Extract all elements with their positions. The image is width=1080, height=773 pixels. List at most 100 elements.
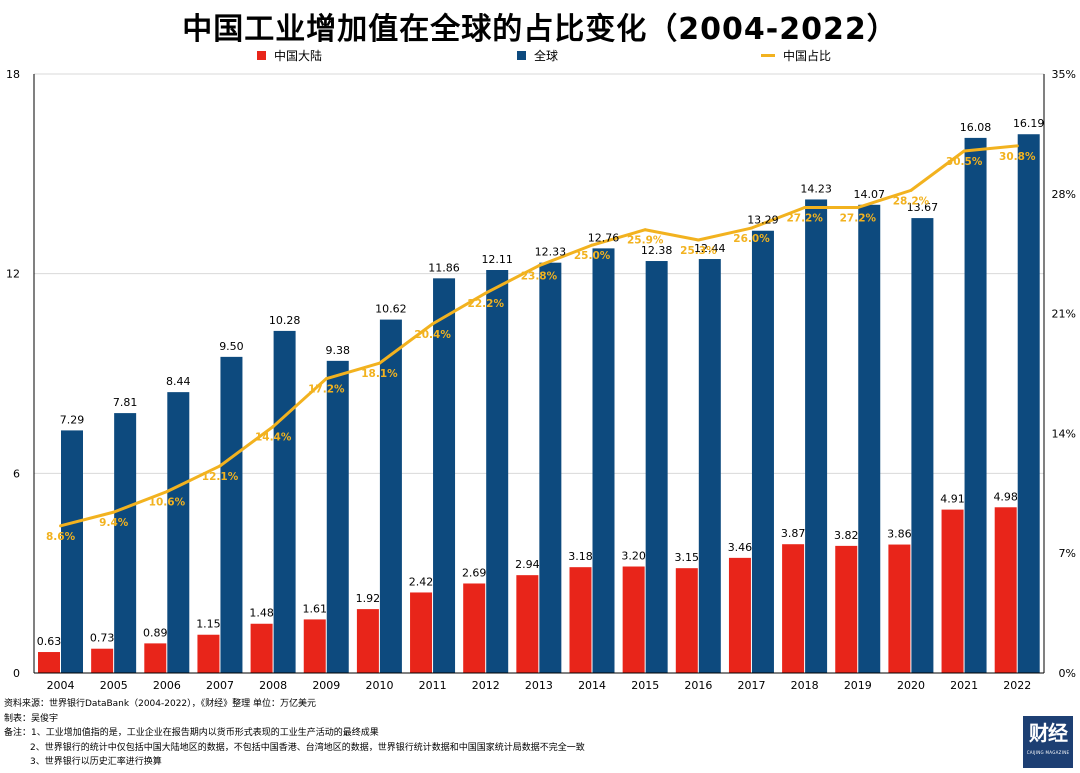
bar-label-china: 4.98 (993, 490, 1018, 503)
bar-world (805, 199, 828, 674)
bar-china (516, 575, 539, 673)
footer-maker: 制表：吴俊宇 (4, 713, 59, 724)
y-left-tick-label: 12 (6, 268, 20, 281)
bar-china (303, 619, 326, 673)
x-tick-label: 2014 (578, 679, 606, 692)
share-label: 10.6% (149, 497, 186, 509)
share-label: 20.4% (414, 329, 451, 341)
share-label: 9.4% (99, 517, 129, 529)
chart-title: 中国工业增加值在全球的占比变化（2004-2022） (182, 12, 898, 47)
bar-world (220, 356, 243, 673)
bar-label-china: 2.42 (409, 575, 434, 588)
footer-note-2: 2、世界银行的统计中仅包括中国大陆地区的数据，不包括中国香港、台湾地区的数据，世… (30, 742, 585, 753)
bar-label-china: 3.82 (834, 529, 859, 542)
bar-world (911, 218, 934, 673)
share-label: 30.5% (946, 156, 983, 168)
bar-label-world: 11.86 (428, 261, 460, 274)
bar-label-world: 13.29 (747, 214, 779, 227)
bar-china (622, 566, 645, 673)
legend-label-world: 全球 (534, 49, 559, 63)
x-tick-label: 2015 (631, 679, 659, 692)
bar-world (1017, 134, 1040, 673)
y-right-tick-label: 7% (1059, 547, 1076, 560)
bar-label-world: 9.50 (219, 340, 244, 353)
share-label: 25.0% (574, 250, 611, 262)
share-point (218, 464, 222, 468)
share-label: 17.2% (308, 384, 345, 396)
axes: 0 6 12 18 0% 7% 14% 21% 28% 35% 2004 2005 2006 2007 20… (6, 68, 1076, 692)
y-left-tick-label: 0 (13, 667, 20, 680)
share-line (59, 144, 1019, 528)
bar-label-china: 1.48 (249, 607, 274, 620)
bar-china (38, 652, 60, 673)
bars (38, 134, 1040, 674)
bar-china (835, 545, 858, 673)
bar-world (964, 137, 987, 674)
x-tick-label: 2011 (419, 679, 447, 692)
bar-label-china: 3.20 (621, 550, 646, 563)
bar-label-world: 12.33 (535, 246, 567, 259)
bar-china (728, 557, 751, 673)
x-tick-label: 2008 (259, 679, 287, 692)
bar-world (379, 319, 402, 673)
bar-china (91, 648, 114, 673)
bar-world (167, 392, 190, 673)
data-labels: 0.63 7.29 0.73 7.81 0.89 8.44 1.15 9.50 1.48 10.2… (37, 117, 1045, 648)
y-right-tick-label: 14% (1052, 427, 1076, 440)
bar-china (250, 623, 273, 673)
y-right-tick-label: 0% (1059, 667, 1076, 680)
bar-label-china: 4.91 (940, 493, 965, 506)
bar-china (675, 568, 698, 673)
bar-label-world: 10.62 (375, 303, 407, 316)
footer-note-3: 3、世界银行以历史汇率进行换算 (30, 757, 162, 767)
x-tick-label: 2019 (844, 679, 872, 692)
legend-label-share: 中国占比 (783, 49, 832, 63)
bar-label-china: 1.61 (303, 602, 328, 615)
x-tick-label: 2010 (365, 679, 393, 692)
bar-label-china: 0.73 (90, 632, 115, 645)
bar-label-china: 1.92 (356, 592, 381, 605)
legend-item-world: 全球 (517, 47, 558, 64)
bar-world (114, 413, 137, 673)
share-point (112, 510, 116, 514)
legend: 中国大陆 全球 中国占比 (0, 47, 1080, 65)
share-point (696, 238, 700, 242)
share-label: 25.9% (627, 235, 664, 247)
x-tick-label: 2007 (206, 679, 234, 692)
bar-world (698, 259, 721, 673)
bar-world (858, 204, 881, 673)
bar-china (356, 609, 379, 673)
x-tick-label: 2012 (472, 679, 500, 692)
share-point (431, 322, 435, 326)
share-point (909, 188, 913, 192)
bar-china (782, 544, 805, 673)
bar-label-china: 3.46 (728, 541, 753, 554)
share-point (537, 264, 541, 268)
share-point (1015, 144, 1019, 148)
bar-label-world: 12.11 (481, 253, 513, 266)
share-label: 12.1% (202, 471, 239, 483)
bar-label-world: 8.44 (166, 375, 191, 388)
footer: 资料来源：世界银行DataBank（2004-2022），《财经》整理 单位：万… (4, 697, 585, 770)
legend-label-china: 中国大陆 (274, 49, 323, 63)
share-point (324, 377, 328, 381)
x-tick-label: 2016 (684, 679, 712, 692)
bar-label-china: 0.89 (143, 626, 168, 639)
share-point (484, 291, 488, 295)
bar-world (433, 278, 456, 673)
x-tick-label: 2005 (100, 679, 128, 692)
bar-label-china: 0.63 (37, 635, 62, 648)
share-point (377, 361, 381, 365)
y-right-tick-label: 28% (1052, 188, 1076, 201)
y-left-tick-label: 18 (6, 68, 20, 81)
x-tick-label: 2013 (525, 679, 553, 692)
bar-label-world: 9.38 (326, 344, 351, 357)
bar-world (273, 330, 296, 673)
bar-label-world: 7.29 (60, 413, 85, 426)
legend-swatch-world (517, 51, 526, 60)
bar-world (486, 270, 509, 673)
legend-swatch-share (761, 54, 775, 57)
share-point (165, 490, 169, 494)
x-tick-label: 2022 (1003, 679, 1031, 692)
